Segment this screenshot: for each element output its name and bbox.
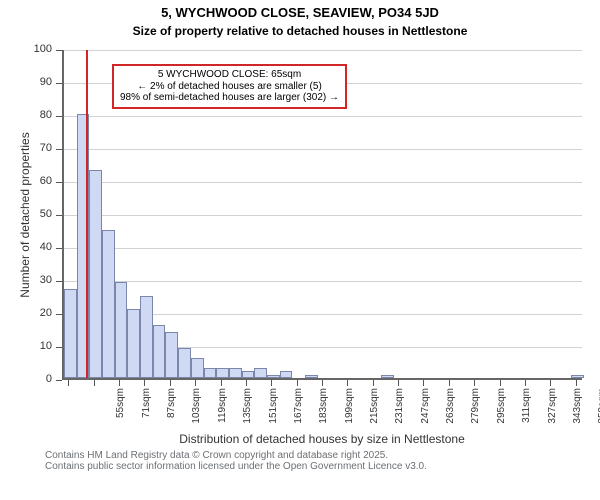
x-tick-label: 279sqm [470,388,481,438]
bar [178,348,191,378]
bar [127,309,140,378]
x-tick-label: 71sqm [141,388,152,438]
y-tick-label: 90 [0,76,52,88]
bar [140,296,153,379]
x-tick-label: 311sqm [521,388,532,438]
chart-title: 5, WYCHWOOD CLOSE, SEAVIEW, PO34 5JD [0,5,600,20]
bar [305,375,318,378]
x-tick-label: 87sqm [166,388,177,438]
bar [191,358,204,378]
bar [115,282,128,378]
x-tick-label: 135sqm [242,388,253,438]
bar [165,332,178,378]
x-tick-label: 103sqm [191,388,202,438]
x-tick-label: 167sqm [293,388,304,438]
y-tick-label: 10 [0,340,52,352]
x-tick-label: 263sqm [445,388,456,438]
y-axis-label: Number of detached properties [18,116,32,314]
x-tick-label: 151sqm [268,388,279,438]
bar [204,368,217,378]
bar [89,170,102,378]
bar [254,368,267,378]
bar [571,375,584,378]
annotation-box: 5 WYCHWOOD CLOSE: 65sqm ← 2% of detached… [112,64,347,109]
annotation-line3: 98% of semi-detached houses are larger (… [120,92,339,104]
bar [242,371,255,378]
annotation-line2: ← 2% of detached houses are smaller (5) [120,81,339,93]
y-tick-label: 100 [0,43,52,55]
bar [267,375,280,378]
x-axis-label: Distribution of detached houses by size … [62,432,582,446]
x-tick-label: 343sqm [572,388,583,438]
x-tick-label: 247sqm [420,388,431,438]
footer-line1: Contains HM Land Registry data © Crown c… [45,450,427,461]
x-tick-label: 231sqm [394,388,405,438]
reference-line [86,50,88,378]
bar [64,289,77,378]
bar [102,230,115,379]
bar [381,375,394,378]
bar [229,368,242,378]
x-tick-label: 55sqm [115,388,126,438]
chart-subtitle: Size of property relative to detached ho… [0,24,600,38]
x-tick-label: 215sqm [369,388,380,438]
bar [153,325,166,378]
y-tick-label: 0 [0,373,52,385]
footer-line2: Contains public sector information licen… [45,461,427,472]
x-tick-label: 327sqm [547,388,558,438]
annotation-line1: 5 WYCHWOOD CLOSE: 65sqm [120,69,339,81]
footer-text: Contains HM Land Registry data © Crown c… [45,450,427,472]
bar [216,368,229,378]
x-tick-label: 183sqm [318,388,329,438]
x-tick-label: 295sqm [496,388,507,438]
bar [280,371,293,378]
x-tick-label: 199sqm [344,388,355,438]
x-tick-label: 119sqm [217,388,228,438]
